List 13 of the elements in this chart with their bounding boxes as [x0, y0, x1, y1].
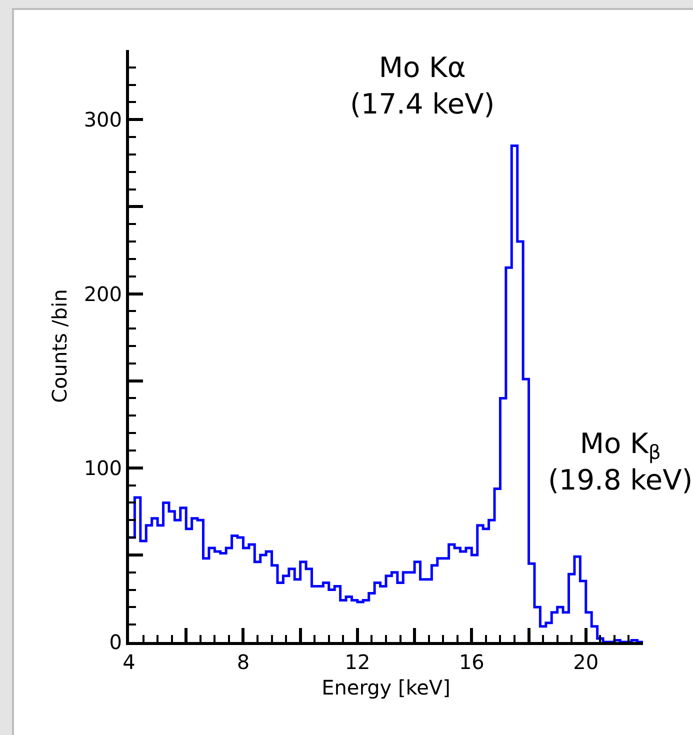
annotation: Mo K$_{β}$ (19.8 keV): [548, 427, 693, 496]
x-tick-label: 8: [236, 650, 250, 674]
x-tick-label: 12: [344, 650, 370, 674]
x-axis-title: Energy [keV]: [322, 676, 450, 700]
y-tick-label: 300: [84, 108, 122, 132]
x-tick-label: 16: [458, 650, 484, 674]
y-axis-title: Counts /bin: [47, 289, 72, 403]
annotation: Mo Kα (17.4 keV): [350, 51, 495, 120]
x-tick-label: 4: [122, 650, 136, 674]
y-tick-label: 0: [109, 630, 122, 654]
x-tick-label: 20: [573, 650, 599, 674]
y-tick-label: 100: [84, 456, 122, 480]
y-tick-label: 200: [84, 282, 122, 306]
